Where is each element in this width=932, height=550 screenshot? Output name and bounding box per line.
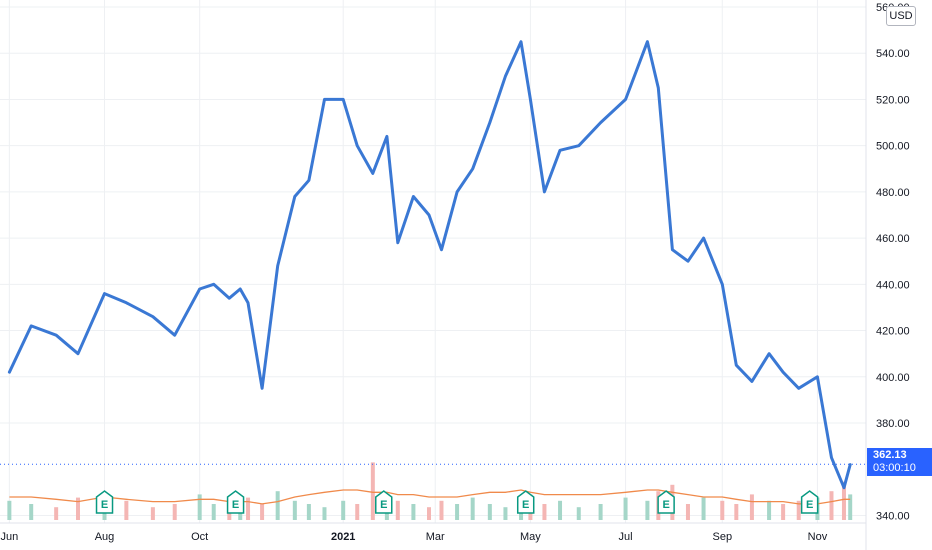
volume-bar	[54, 507, 59, 520]
volume-bar	[322, 507, 327, 520]
volume-bar	[734, 504, 739, 520]
volume-bar	[848, 494, 853, 520]
volume-bar	[29, 504, 34, 520]
volume-bar	[260, 504, 265, 520]
volume-bar	[427, 507, 431, 520]
earnings-marker-label: E	[522, 499, 529, 511]
volume-bar	[470, 497, 475, 520]
volume-bar	[576, 507, 581, 520]
last-price-tag: 362.13 03:00:10	[867, 448, 932, 476]
x-tick-label: Mar	[426, 531, 445, 543]
volume-bar	[76, 497, 80, 520]
bar-countdown-timer: 03:00:10	[873, 462, 916, 474]
chart-grid	[0, 0, 866, 523]
x-tick-label: Aug	[95, 531, 115, 543]
y-tick-label: 540.00	[876, 48, 910, 60]
earnings-marker-label: E	[101, 499, 108, 511]
volume-bar	[246, 497, 251, 520]
earnings-marker[interactable]: E	[657, 490, 675, 514]
earnings-marker[interactable]: E	[226, 490, 245, 514]
volume-bar	[542, 504, 547, 520]
y-tick-label: 460.00	[876, 233, 910, 245]
volume-bar	[150, 507, 155, 520]
volume-bars	[7, 462, 853, 520]
volume-bar	[172, 504, 177, 520]
volume-bar	[503, 507, 508, 520]
earnings-marker[interactable]: E	[516, 490, 535, 514]
volume-bar	[598, 504, 603, 520]
last-price-value: 362.13	[873, 449, 907, 461]
volume-bar	[685, 504, 690, 520]
y-tick-label: 440.00	[876, 279, 910, 291]
earnings-marker[interactable]: E	[95, 490, 114, 514]
earnings-marker-label: E	[806, 499, 813, 511]
volume-bar	[411, 504, 416, 520]
x-tick-label: Sep	[712, 531, 732, 543]
volume-bar	[796, 500, 801, 520]
y-tick-label: 500.00	[876, 141, 910, 153]
volume-bar	[749, 494, 754, 520]
volume-bar	[197, 494, 202, 520]
earnings-marker-label: E	[232, 499, 239, 511]
x-tick-label: Nov	[808, 531, 828, 543]
volume-bar	[306, 504, 311, 520]
earnings-marker[interactable]: E	[800, 490, 819, 514]
y-axis[interactable]: 560.00540.00520.00500.00480.00460.00440.…	[876, 2, 910, 522]
volume-bar	[455, 504, 460, 520]
y-tick-label: 400.00	[876, 372, 910, 384]
x-tick-label: Oct	[191, 531, 208, 543]
y-tick-label: 380.00	[876, 418, 910, 430]
x-tick-label: Jun	[0, 531, 18, 543]
y-tick-label: 420.00	[876, 326, 910, 338]
volume-bar	[439, 500, 444, 520]
volume-bar	[211, 504, 216, 520]
y-tick-label: 480.00	[876, 187, 910, 199]
volume-bar	[841, 481, 846, 520]
y-tick-label: 340.00	[876, 510, 910, 522]
volume-bar	[781, 504, 786, 520]
volume-bar	[124, 500, 129, 520]
volume-bar	[7, 500, 12, 520]
volume-bar	[623, 497, 628, 520]
volume-bar	[275, 491, 280, 520]
currency-badge[interactable]: USD	[886, 6, 916, 26]
earnings-marker-label: E	[662, 499, 669, 511]
volume-bar	[701, 497, 706, 520]
volume-bar	[829, 491, 834, 520]
earnings-marker-label: E	[380, 499, 387, 511]
y-tick-label: 520.00	[876, 94, 910, 106]
volume-bar	[292, 500, 297, 520]
price-line	[7, 40, 852, 490]
volume-bar	[487, 504, 492, 520]
volume-bar	[767, 500, 772, 520]
volume-moving-average-line	[9, 489, 851, 505]
volume-bar	[370, 462, 375, 520]
volume-bar	[720, 500, 725, 520]
volume-bar	[355, 504, 360, 520]
x-tick-label: May	[520, 531, 541, 543]
x-tick-label: 2021	[331, 531, 355, 543]
volume-bar	[558, 500, 563, 520]
volume-bar	[341, 500, 346, 520]
x-axis[interactable]: Jun Aug Oct 2021 Mar May Jul Sep Nov	[0, 531, 827, 543]
x-tick-label: Jul	[619, 531, 633, 543]
volume-bar	[645, 500, 650, 520]
earnings-marker[interactable]: E	[375, 490, 393, 514]
volume-bar	[395, 500, 400, 520]
